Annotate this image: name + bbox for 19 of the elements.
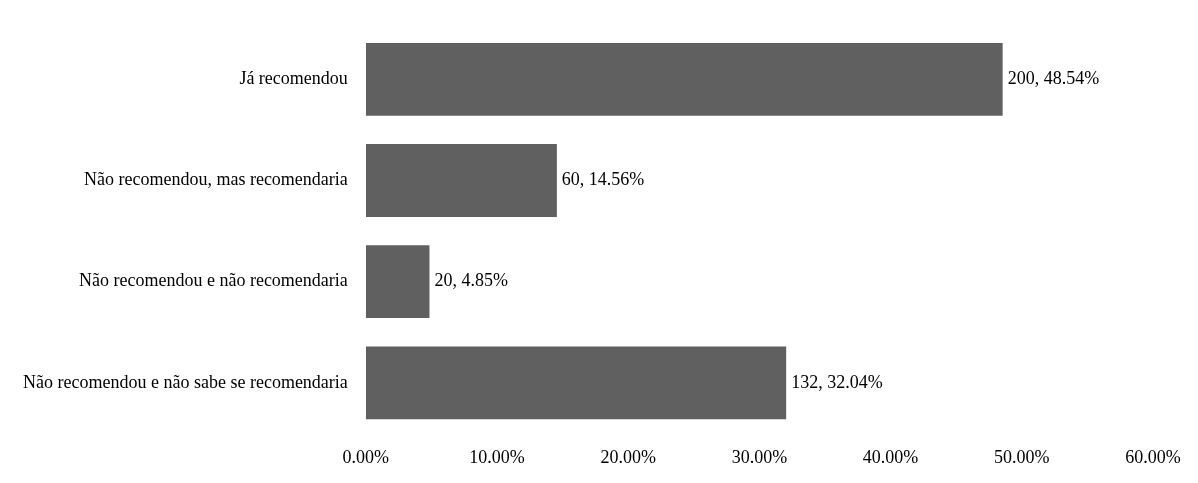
data-label: 200, 48.54% [1007, 68, 1100, 89]
y-tick-label: Não recomendou, mas recomendaria [83, 169, 348, 190]
x-tick-label: 0.00% [342, 446, 390, 467]
x-tick-label: 10.00% [469, 446, 525, 467]
x-tick-label: 50.00% [994, 446, 1050, 467]
bar [365, 144, 557, 217]
x-tick-label: 40.00% [862, 446, 919, 467]
data-label: 132, 32.04% [791, 371, 883, 392]
x-tick-label: 30.00% [731, 446, 788, 467]
data-label: 20, 4.85% [434, 270, 508, 291]
bar [365, 42, 1003, 116]
x-tick-label: 20.00% [600, 446, 656, 467]
y-tick-label: Não recomendou e não recomendaria [78, 270, 348, 291]
bar [365, 245, 430, 319]
bar [365, 346, 787, 420]
data-label: 60, 14.56% [561, 169, 645, 190]
y-tick-label: Não recomendou e não sabe se recomendaria [23, 371, 348, 392]
x-tick-label: 60.00% [1125, 446, 1181, 467]
y-tick-label: Já recomendou [239, 68, 348, 89]
